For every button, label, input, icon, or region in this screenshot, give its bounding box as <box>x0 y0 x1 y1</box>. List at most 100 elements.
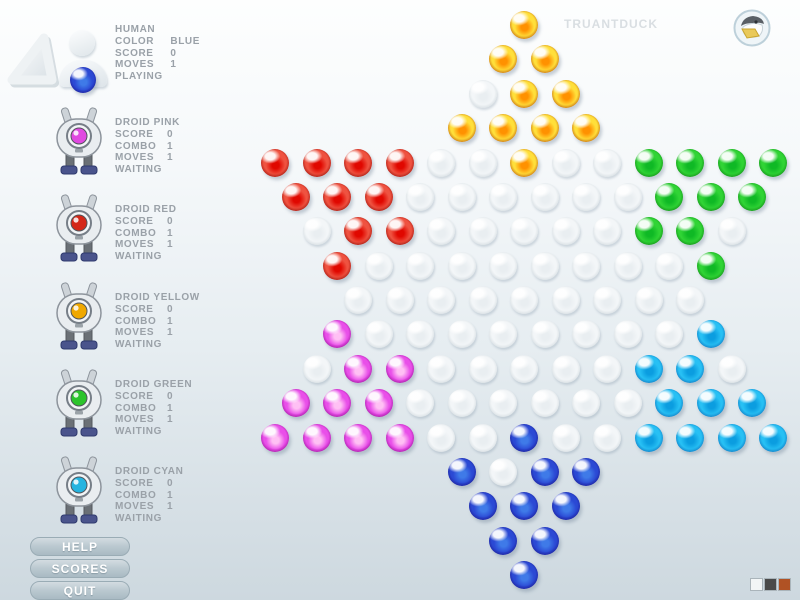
board-cell-empty[interactable] <box>489 251 518 280</box>
marble-cyan[interactable] <box>696 320 725 349</box>
marble-red[interactable] <box>261 148 289 177</box>
board-cell-empty[interactable] <box>427 286 455 314</box>
board-cell-empty[interactable] <box>489 182 518 211</box>
board-cell-empty[interactable] <box>510 354 538 383</box>
quit-button[interactable]: QUIT <box>30 581 130 600</box>
marble-green[interactable] <box>759 148 787 177</box>
board-cell-empty[interactable] <box>364 320 393 349</box>
marble-red[interactable] <box>344 148 372 177</box>
board-cell-empty[interactable] <box>406 251 435 280</box>
board-cell-empty[interactable] <box>427 354 455 383</box>
board-cell-empty[interactable] <box>551 286 580 314</box>
board-cell-empty[interactable] <box>613 251 642 280</box>
marble-green[interactable] <box>634 148 663 177</box>
marble-green[interactable] <box>655 182 684 211</box>
marble-green[interactable] <box>676 148 704 177</box>
marble-cyan[interactable] <box>634 354 663 383</box>
board-cell-empty[interactable] <box>655 320 684 349</box>
board-cell-empty[interactable] <box>406 182 435 211</box>
marble-cyan[interactable] <box>676 354 704 383</box>
marble-yellow[interactable] <box>510 79 538 108</box>
board-cell-empty[interactable] <box>717 217 746 246</box>
board-cell-empty[interactable] <box>468 354 497 383</box>
board-cell-empty[interactable] <box>530 320 559 349</box>
marble-green[interactable] <box>696 182 725 211</box>
board-cell-empty[interactable] <box>593 423 621 452</box>
marble-cyan[interactable] <box>717 423 746 452</box>
board-cell-empty[interactable] <box>717 354 746 383</box>
board-cell-empty[interactable] <box>510 217 538 246</box>
board-cell-empty[interactable] <box>655 251 684 280</box>
board-cell-empty[interactable] <box>447 251 476 280</box>
board-cell-empty[interactable] <box>551 217 580 246</box>
marble-magenta[interactable] <box>281 389 310 418</box>
marble-cyan[interactable] <box>634 423 663 452</box>
marble-green[interactable] <box>696 251 725 280</box>
marble-yellow[interactable] <box>530 45 559 74</box>
marble-red[interactable] <box>281 182 310 211</box>
marble-yellow[interactable] <box>489 114 518 143</box>
board-cell-empty[interactable] <box>510 286 538 314</box>
scores-button[interactable]: SCORES <box>30 559 130 578</box>
board-cell-empty[interactable] <box>613 182 642 211</box>
marble-red[interactable] <box>385 148 414 177</box>
board-cell-empty[interactable] <box>468 286 497 314</box>
marble-red[interactable] <box>385 217 414 246</box>
board-cell-empty[interactable] <box>468 217 497 246</box>
marble-red[interactable] <box>323 182 352 211</box>
marble-yellow[interactable] <box>510 148 538 177</box>
marble-magenta[interactable] <box>344 354 372 383</box>
board-cell-empty[interactable] <box>364 251 393 280</box>
board-cell-empty[interactable] <box>489 320 518 349</box>
theme-swatch-0[interactable] <box>750 578 763 591</box>
marble-magenta[interactable] <box>364 389 393 418</box>
board-cell-empty[interactable] <box>593 354 621 383</box>
board-cell-empty[interactable] <box>551 423 580 452</box>
marble-magenta[interactable] <box>323 320 352 349</box>
marble-cyan[interactable] <box>676 423 704 452</box>
board-cell-empty[interactable] <box>593 286 621 314</box>
board-cell-empty[interactable] <box>593 217 621 246</box>
board-cell-empty[interactable] <box>530 389 559 418</box>
marble-yellow[interactable] <box>551 79 580 108</box>
marble-cyan[interactable] <box>738 389 767 418</box>
marble-yellow[interactable] <box>530 114 559 143</box>
marble-green[interactable] <box>634 217 663 246</box>
board-cell-empty[interactable] <box>551 148 580 177</box>
board-cell-empty[interactable] <box>572 389 601 418</box>
board-cell-empty[interactable] <box>468 423 497 452</box>
board-cell-empty[interactable] <box>302 354 331 383</box>
marble-magenta[interactable] <box>344 423 372 452</box>
marble-blue[interactable] <box>530 526 559 555</box>
marble-red[interactable] <box>302 148 331 177</box>
marble-blue[interactable] <box>489 526 518 555</box>
board-cell-empty[interactable] <box>572 251 601 280</box>
board-cell-empty[interactable] <box>385 286 414 314</box>
marble-green[interactable] <box>676 217 704 246</box>
marble-red[interactable] <box>364 182 393 211</box>
marble-magenta[interactable] <box>302 423 331 452</box>
board-cell-empty[interactable] <box>447 182 476 211</box>
theme-swatch-1[interactable] <box>764 578 777 591</box>
marble-blue[interactable] <box>530 457 559 486</box>
board-cell-empty[interactable] <box>572 182 601 211</box>
marble-red[interactable] <box>323 251 352 280</box>
marble-magenta[interactable] <box>261 423 289 452</box>
marble-blue[interactable] <box>510 561 538 589</box>
board-cell-empty[interactable] <box>676 286 704 314</box>
marble-yellow[interactable] <box>510 11 538 39</box>
marble-blue[interactable] <box>510 492 538 521</box>
board-cell-empty[interactable] <box>302 217 331 246</box>
marble-green[interactable] <box>738 182 767 211</box>
board-cell-empty[interactable] <box>551 354 580 383</box>
marble-green[interactable] <box>717 148 746 177</box>
board-cell-empty[interactable] <box>530 182 559 211</box>
board-cell-empty[interactable] <box>406 320 435 349</box>
theme-swatch-2[interactable] <box>778 578 791 591</box>
marble-yellow[interactable] <box>572 114 601 143</box>
board-cell-empty[interactable] <box>447 389 476 418</box>
board-cell-empty[interactable] <box>489 389 518 418</box>
marble-cyan[interactable] <box>655 389 684 418</box>
marble-blue[interactable] <box>510 423 538 452</box>
marble-magenta[interactable] <box>385 423 414 452</box>
